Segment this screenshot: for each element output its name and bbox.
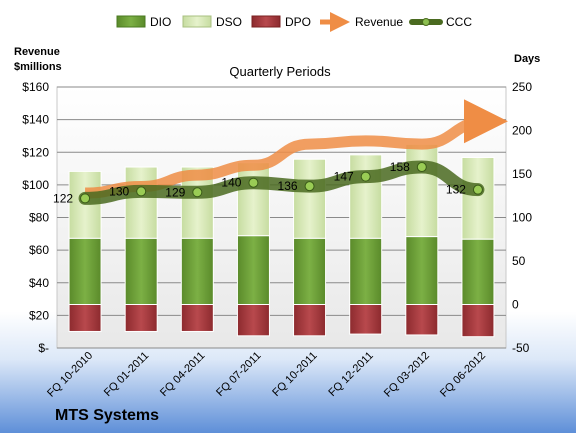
left-axis-ticks: $- $20 $40 $60 $80 $100 $120 $140 $160: [22, 80, 49, 355]
chart-title: Quarterly Periods: [229, 64, 331, 79]
right-tick-label: 50: [512, 254, 526, 268]
bar-dso: [236, 162, 270, 237]
bar-dio: [124, 237, 158, 306]
left-tick-label: $140: [22, 113, 49, 127]
ccc-data-labels: 122 130 129 140 136 147 158 132: [53, 160, 466, 205]
right-tick-label: 0: [512, 298, 519, 312]
bar-dio: [68, 237, 102, 306]
bar-dpo: [68, 304, 102, 332]
ccc-point: [80, 193, 91, 204]
legend-swatch-dso: [182, 15, 212, 28]
left-tick-label: $-: [38, 341, 49, 355]
ccc-data-label: 130: [109, 184, 129, 198]
bar-dso: [293, 158, 327, 239]
bar-dpo: [236, 304, 270, 337]
ccc-data-label: 136: [278, 179, 298, 193]
bar-dio: [236, 235, 270, 306]
right-tick-label: 100: [512, 211, 532, 225]
ccc-point: [248, 177, 259, 188]
ccc-point: [472, 184, 483, 195]
right-tick-label: 200: [512, 124, 532, 138]
legend: DIO DSO DPO Revenue CCC: [116, 12, 472, 32]
ccc-data-label: 147: [334, 170, 354, 184]
legend-label-dso: DSO: [216, 15, 242, 29]
legend-swatch-dio: [116, 15, 146, 28]
bar-dso: [405, 143, 439, 238]
ccc-point: [192, 187, 203, 198]
ccc-point: [416, 162, 427, 173]
bar-dso: [68, 170, 102, 239]
bar-dpo: [293, 304, 327, 337]
bar-dpo: [405, 304, 439, 336]
left-tick-label: $120: [22, 145, 49, 159]
left-tick-label: $60: [29, 243, 49, 257]
bar-dio: [293, 237, 327, 306]
bar-dso: [124, 166, 158, 239]
ccc-data-label: 129: [165, 185, 185, 199]
bar-dio: [180, 237, 214, 306]
ccc-point: [136, 186, 147, 197]
left-tick-label: $100: [22, 178, 49, 192]
bar-dso: [461, 156, 495, 240]
bar-dio: [405, 236, 439, 305]
legend-label-dio: DIO: [150, 15, 171, 29]
right-axis-ticks: -50 0 50 100 150 200 250: [512, 80, 532, 355]
left-tick-label: $20: [29, 308, 49, 322]
left-tick-label: $80: [29, 211, 49, 225]
right-tick-label: 150: [512, 167, 532, 181]
bar-dpo: [124, 304, 158, 332]
bar-dpo: [349, 304, 383, 335]
legend-label-dpo: DPO: [285, 15, 311, 29]
legend-label-ccc: CCC: [446, 15, 472, 29]
company-name: MTS Systems: [55, 407, 159, 424]
ccc-data-label: 132: [446, 183, 466, 197]
left-tick-label: $160: [22, 80, 49, 94]
ccc-data-label: 122: [53, 191, 73, 205]
legend-marker-ccc: [422, 18, 430, 26]
left-axis-title-line1: Revenue: [14, 46, 60, 58]
bar-dio: [461, 238, 495, 305]
bar-dpo: [180, 304, 214, 332]
legend-label-revenue: Revenue: [355, 15, 403, 29]
right-axis-title: Days: [514, 53, 540, 65]
lines: [78, 99, 508, 205]
ccc-point: [360, 171, 371, 182]
bar-dio: [349, 237, 383, 306]
bar-dpo: [461, 304, 495, 338]
right-tick-label: 250: [512, 80, 532, 94]
ccc-point: [304, 181, 315, 192]
right-tick-label: -50: [512, 341, 530, 355]
bar-dso: [349, 154, 383, 239]
left-axis-title-line2: $millions: [14, 61, 62, 73]
ccc-data-label: 158: [390, 160, 410, 174]
ccc-data-label: 140: [221, 176, 241, 190]
legend-swatch-dpo: [251, 15, 281, 28]
bars: [68, 143, 495, 338]
left-tick-label: $40: [29, 276, 49, 290]
